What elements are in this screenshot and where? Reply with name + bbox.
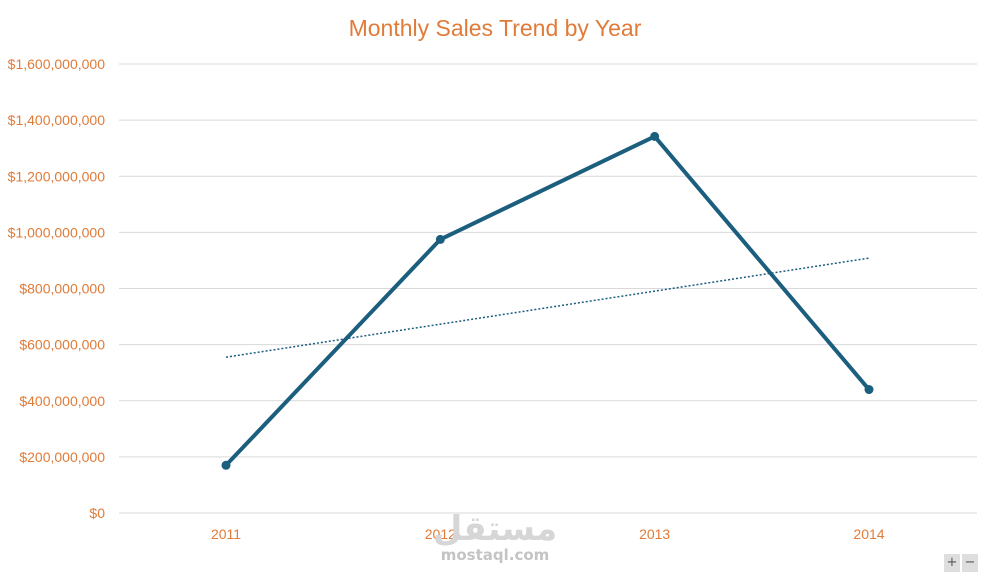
y-tick-label: $1,000,000,000 bbox=[8, 224, 106, 240]
x-axis-labels: 2011 2012 2013 2014 bbox=[211, 526, 885, 542]
x-tick-label: 2013 bbox=[639, 526, 670, 542]
series-layer bbox=[221, 131, 874, 470]
data-point bbox=[221, 460, 231, 470]
chart-title: Monthly Sales Trend by Year bbox=[349, 15, 642, 41]
y-tick-label: $400,000,000 bbox=[19, 393, 105, 409]
x-tick-label: 2012 bbox=[425, 526, 456, 542]
zoom-controls: + − bbox=[944, 554, 978, 572]
y-tick-label: $1,200,000,000 bbox=[8, 168, 106, 184]
trendline-layer bbox=[225, 257, 870, 358]
zoom-out-button[interactable]: − bbox=[962, 554, 978, 572]
y-tick-label: $1,600,000,000 bbox=[8, 56, 106, 72]
zoom-in-button[interactable]: + bbox=[944, 554, 960, 572]
y-axis-labels: $0 $200,000,000 $400,000,000 $600,000,000 $8… bbox=[8, 56, 106, 521]
x-tick-label: 2014 bbox=[853, 526, 884, 542]
data-point bbox=[435, 234, 445, 244]
gridlines bbox=[119, 63, 977, 514]
series-line bbox=[224, 134, 871, 468]
y-tick-label: $600,000,000 bbox=[19, 337, 105, 353]
y-tick-label: $1,400,000,000 bbox=[8, 112, 106, 128]
y-tick-label: $200,000,000 bbox=[19, 449, 105, 465]
y-tick-label: $0 bbox=[89, 505, 105, 521]
x-tick-label: 2011 bbox=[211, 526, 241, 542]
data-point bbox=[650, 131, 660, 141]
trendline bbox=[225, 257, 870, 358]
data-point bbox=[864, 385, 874, 395]
y-tick-label: $800,000,000 bbox=[19, 281, 105, 297]
